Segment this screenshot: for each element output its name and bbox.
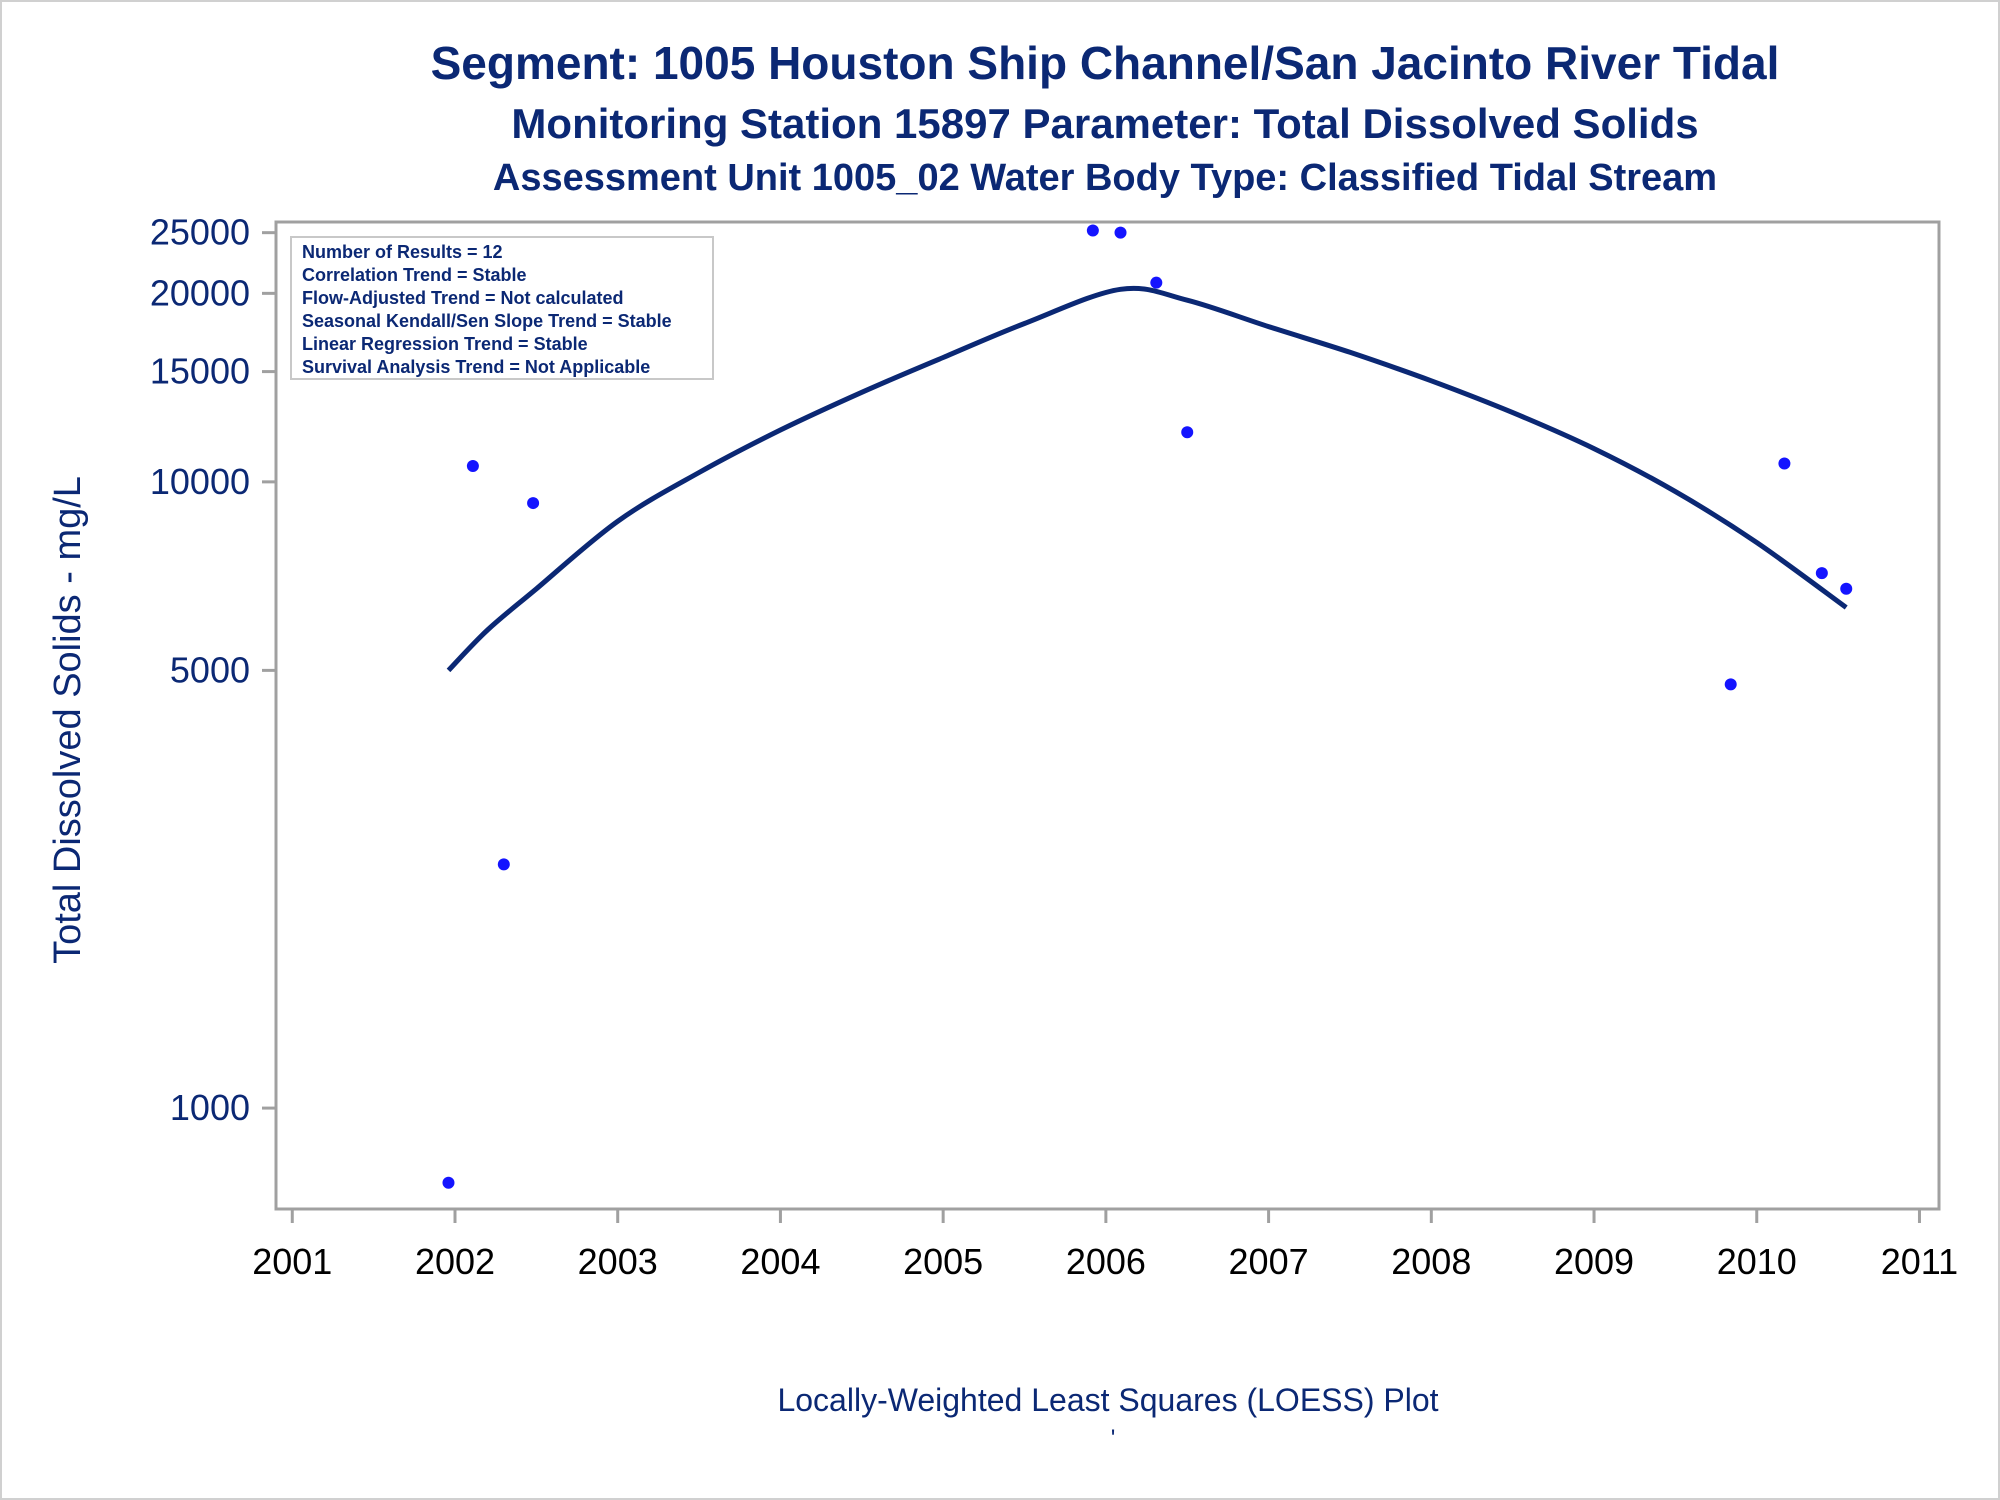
y-tick-label-20000: 20000 [150, 272, 250, 313]
data-point-2 [466, 460, 479, 473]
y-axis: 1000 5000 10000 15000 20000 25000 [150, 212, 276, 1128]
y-tick-label-1000: 1000 [170, 1087, 250, 1128]
x-tick-label-2003: 2003 [578, 1241, 658, 1282]
y-tick-label-10000: 10000 [150, 461, 250, 502]
x-tick-label-2006: 2006 [1066, 1241, 1146, 1282]
stats-line-linear-regression: Linear Regression Trend = Stable [302, 334, 588, 354]
chart-title-line-1: Segment: 1005 Houston Ship Channel/San J… [431, 37, 1780, 89]
x-axis: 2001 2002 2003 2004 2005 2006 2007 2008 2009 2010… [252, 1209, 1958, 1282]
stats-box-border [290, 236, 714, 380]
y-tick-label-5000: 5000 [170, 649, 250, 690]
data-point-8 [1181, 426, 1194, 439]
x-tick-label-2005: 2005 [903, 1241, 983, 1282]
data-points [442, 224, 1853, 1189]
footnote-mark: ' [1111, 1425, 1116, 1452]
data-point-6 [1114, 226, 1127, 239]
data-point-9 [1724, 678, 1737, 691]
data-point-5 [1086, 224, 1099, 237]
stats-line-results: Number of Results = 12 [302, 242, 503, 262]
stats-line-seasonal-kendall: Seasonal Kendall/Sen Slope Trend = Stabl… [302, 311, 672, 331]
y-tick-label-25000: 25000 [150, 212, 250, 253]
stats-box: Number of Results = 12 Correlation Trend… [290, 236, 714, 380]
data-point-3 [497, 858, 510, 871]
data-point-7 [1150, 276, 1163, 289]
y-tick-label-15000: 15000 [150, 351, 250, 392]
loess-series [446, 285, 1848, 673]
stats-line-flow-adjusted: Flow-Adjusted Trend = Not calculated [302, 288, 624, 308]
data-point-1 [442, 1176, 455, 1189]
stats-line-correlation: Correlation Trend = Stable [302, 265, 527, 285]
y-axis-title: Total Dissolved Solids - mg/L [47, 476, 89, 964]
chart-title-line-3: Assessment Unit 1005_02 Water Body Type:… [493, 157, 1717, 199]
data-point-4 [527, 497, 540, 510]
x-tick-label-2001: 2001 [252, 1241, 332, 1282]
x-tick-label-2004: 2004 [740, 1241, 820, 1282]
loess-line [446, 285, 1848, 673]
plot-area [274, 220, 1941, 1211]
x-tick-label-2009: 2009 [1554, 1241, 1634, 1282]
x-tick-label-2002: 2002 [415, 1241, 495, 1282]
chart-title-line-2: Monitoring Station 15897 Parameter: Tota… [511, 100, 1698, 147]
x-tick-label-2008: 2008 [1391, 1241, 1471, 1282]
x-tick-label-2011: 2011 [1881, 1241, 1958, 1282]
x-tick-label-2010: 2010 [1717, 1241, 1797, 1282]
x-axis-title: Locally-Weighted Least Squares (LOESS) P… [777, 1382, 1438, 1418]
data-point-11 [1815, 567, 1828, 580]
stats-line-survival: Survival Analysis Trend = Not Applicable [302, 357, 650, 377]
data-point-12 [1840, 582, 1853, 595]
data-point-10 [1778, 457, 1791, 470]
x-tick-label-2007: 2007 [1229, 1241, 1309, 1282]
